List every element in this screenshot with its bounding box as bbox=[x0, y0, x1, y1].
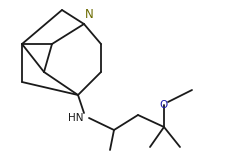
Text: HN: HN bbox=[67, 113, 83, 123]
Text: O: O bbox=[160, 100, 168, 110]
Text: N: N bbox=[85, 8, 94, 21]
